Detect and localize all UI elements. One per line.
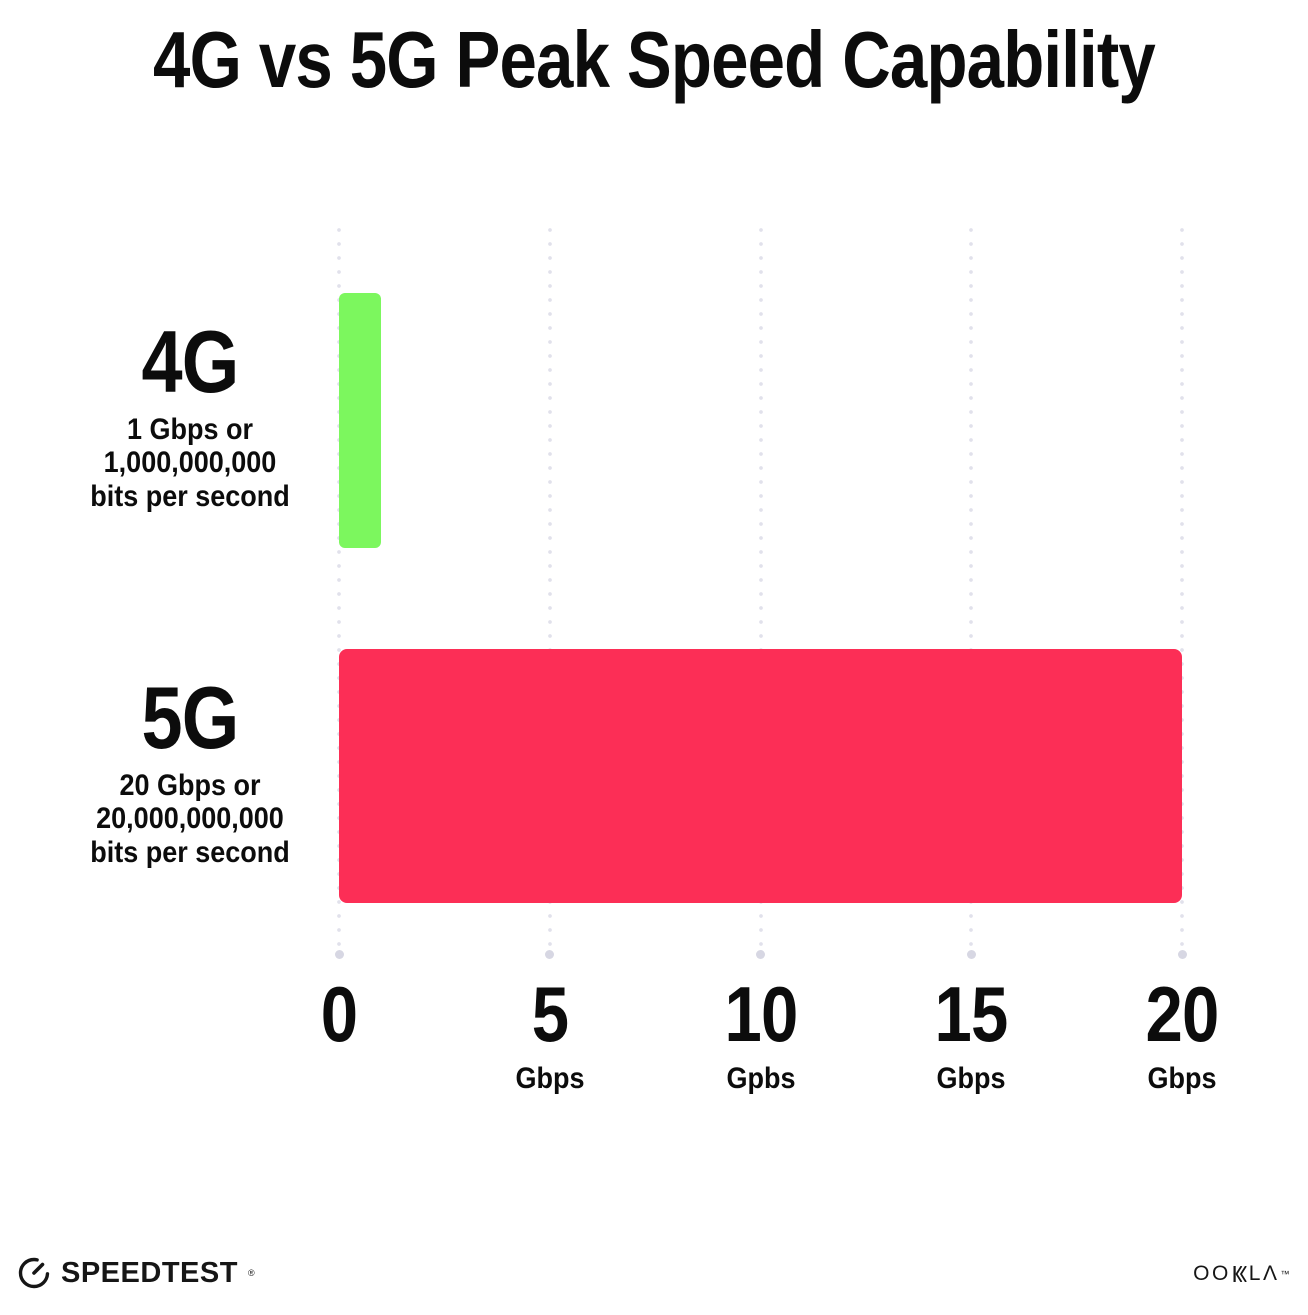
x-tick-value: 10 xyxy=(724,970,798,1058)
ookla-trademark-symbol: ™ xyxy=(1280,1269,1292,1279)
speedtest-trademark-symbol: ® xyxy=(247,1268,255,1278)
category-name: 5G xyxy=(141,668,240,767)
x-tick-value: 20 xyxy=(1145,970,1220,1058)
x-tick-value: 5 xyxy=(531,970,569,1058)
speedtest-wordmark: SPEEDTEST xyxy=(61,1256,238,1289)
x-tick-unit: Gbps xyxy=(515,1062,585,1095)
category-desc-line: 1,000,000,000 xyxy=(103,446,277,480)
category-desc-line: 20 Gbps or xyxy=(119,768,261,802)
gridline-15 xyxy=(966,223,976,959)
ookla-logo: OO L Λ ™ xyxy=(1193,1262,1292,1286)
category-desc-line: 1 Gbps or xyxy=(126,412,254,446)
ookla-wordmark-a: Λ xyxy=(1262,1262,1280,1285)
ookla-k-icon xyxy=(1233,1266,1247,1282)
category-desc-line: bits per second xyxy=(90,836,290,870)
ookla-wordmark-left: OO xyxy=(1193,1262,1231,1285)
x-tick-unit: Gbps xyxy=(1147,1062,1217,1095)
ookla-wordmark-l: L xyxy=(1248,1262,1263,1285)
category-label-4g: 4G 1 Gbps or 1,000,000,000 bits per seco… xyxy=(40,312,340,514)
gridline-0 xyxy=(334,223,344,959)
x-tick-5: 5 Gbps xyxy=(430,975,670,1096)
category-desc-line: 20,000,000,000 xyxy=(96,802,284,836)
x-tick-0: 0 xyxy=(219,975,459,1062)
gridline-20 xyxy=(1177,223,1187,959)
x-tick-20: 20 Gbps xyxy=(1062,975,1302,1096)
category-label-5g: 5G 20 Gbps or 20,000,000,000 bits per se… xyxy=(40,668,340,870)
x-tick-15: 15 Gbps xyxy=(851,975,1091,1096)
gridline-10 xyxy=(756,223,765,959)
speedtest-logo: SPEEDTEST ® xyxy=(16,1255,255,1291)
x-tick-10: 10 Gpbs xyxy=(641,975,881,1096)
plot-area: 0 5 Gbps 10 Gpbs 15 Gbps 20 Gbps xyxy=(321,223,1219,1095)
gridline-5 xyxy=(545,223,555,959)
chart-title: 4G vs 5G Peak Speed Capability xyxy=(153,15,1156,104)
bar-5g xyxy=(339,649,1182,903)
speedtest-gauge-icon xyxy=(18,1257,50,1289)
x-tick-unit: Gpbs xyxy=(725,1062,795,1095)
x-tick-value: 15 xyxy=(934,970,1009,1058)
x-tick-unit: Gbps xyxy=(936,1062,1006,1095)
x-tick-value: 0 xyxy=(320,970,358,1058)
category-name: 4G xyxy=(141,312,240,411)
category-desc-line: bits per second xyxy=(90,480,290,514)
bar-4g xyxy=(339,293,382,548)
